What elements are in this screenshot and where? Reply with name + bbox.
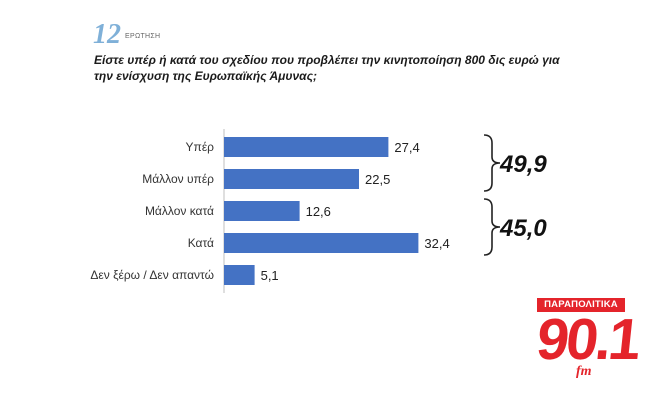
question-word: ΕΡΩΤΗΣΗ <box>125 33 161 40</box>
category-label: Μάλλον κατά <box>145 204 214 218</box>
question-text: Είστε υπέρ ή κατά του σχεδίου που προβλέ… <box>94 53 560 83</box>
data-label: 5,1 <box>261 268 279 283</box>
category-label: Δεν ξέρω / Δεν απαντώ <box>90 268 214 282</box>
category-label: Υπέρ <box>186 140 215 154</box>
group-total-label: 45,0 <box>499 215 547 242</box>
category-label: Μάλλον υπέρ <box>142 172 214 186</box>
logo-fm: fm <box>576 364 592 379</box>
logo-frequency: 90.1 <box>533 307 642 372</box>
bar <box>224 265 255 285</box>
logo-top-text: ΠΑΡΑΠΟΛΙΤΙΚΑ <box>537 298 625 312</box>
category-label: Κατά <box>188 236 214 250</box>
data-label: 27,4 <box>394 140 419 155</box>
group-brace <box>483 198 501 256</box>
data-label: 12,6 <box>306 204 331 219</box>
bar <box>224 137 389 157</box>
data-label: 22,5 <box>365 172 390 187</box>
bar <box>224 169 359 189</box>
bar <box>224 233 419 253</box>
group-total-label: 49,9 <box>499 151 547 178</box>
question-number: 12 <box>93 19 121 50</box>
bar <box>224 201 300 221</box>
group-brace <box>483 134 501 192</box>
data-label: 32,4 <box>424 236 449 251</box>
